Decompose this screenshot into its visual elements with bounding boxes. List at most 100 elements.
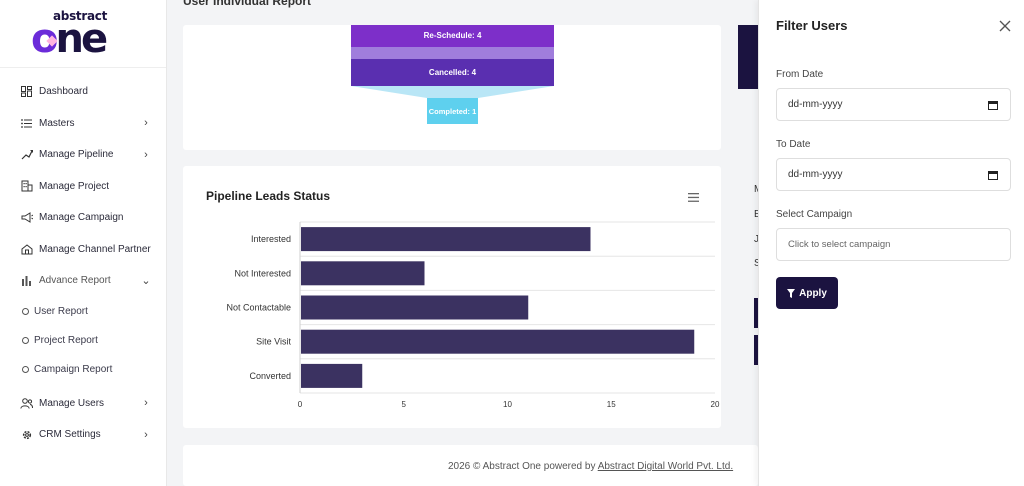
sidebar-subitem-label: User Report — [34, 305, 88, 317]
logo-small-text: abstract — [53, 8, 108, 23]
from-date-label: From Date — [776, 69, 824, 80]
main-content: User Individual Report Re-Schedule: 4 Ca… — [167, 0, 762, 486]
gear-icon — [20, 428, 33, 441]
sidebar-item-label: Masters — [39, 117, 75, 129]
page-title: User Individual Report — [183, 0, 312, 8]
megaphone-icon — [20, 211, 33, 224]
from-date-value: dd-mm-yyyy — [788, 99, 843, 110]
x-tick-label: 15 — [607, 400, 616, 409]
footer-text: 2026 © Abstract One powered by Abstract … — [448, 461, 734, 472]
chart-title: Pipeline Leads Status — [206, 189, 331, 203]
category-label: Interested — [251, 234, 291, 244]
bar-interested[interactable] — [301, 227, 591, 252]
to-date-input[interactable]: dd-mm-yyyy — [776, 158, 1011, 191]
panel-title: Filter Users — [776, 18, 848, 33]
sidebar-item-manage-campaign[interactable]: Manage Campaign — [0, 202, 166, 234]
building-icon — [20, 180, 33, 193]
sidebar-item-label: Advance Report — [39, 275, 111, 287]
category-label: Not Contactable — [226, 303, 291, 313]
side-card-letter: J — [754, 234, 759, 245]
sidebar: abstract one Dashboard Masters › Manage … — [0, 0, 167, 486]
side-card-letter: E — [754, 209, 761, 220]
users-icon — [20, 397, 33, 410]
funnel-label-completed: Completed: 1 — [429, 107, 477, 116]
close-icon[interactable] — [999, 19, 1013, 33]
category-label: Converted — [249, 371, 291, 381]
circle-icon — [22, 365, 29, 373]
footer-link[interactable]: Abstract Digital World Pvt. Ltd. — [597, 461, 734, 472]
filter-icon — [787, 288, 796, 298]
chevron-right-icon: › — [144, 428, 148, 441]
chevron-right-icon: › — [144, 397, 148, 410]
category-label: Not Interested — [234, 268, 291, 278]
brand-logo[interactable]: abstract one — [0, 0, 166, 68]
circle-icon — [22, 307, 29, 315]
calendar-icon[interactable] — [988, 100, 998, 110]
x-tick-label: 10 — [503, 400, 512, 409]
sidebar-item-label: Manage Channel Partner — [39, 243, 151, 255]
filter-panel: Filter Users From Date dd-mm-yyyy To Dat… — [758, 0, 1024, 486]
campaign-placeholder: Click to select campaign — [788, 239, 891, 250]
bar-site-visit[interactable] — [301, 329, 695, 354]
sidebar-item-manage-channel-partner[interactable]: Manage Channel Partner — [0, 234, 166, 266]
circle-icon — [22, 336, 29, 344]
sidebar-item-label: Manage Project — [39, 180, 110, 192]
calendar-icon[interactable] — [988, 170, 998, 180]
funnel-stage-completed[interactable] — [427, 98, 478, 124]
bar-chart: Interested Not Interested Not Contactable S… — [226, 221, 720, 409]
funnel-stage-cancelled[interactable] — [351, 59, 554, 86]
sidebar-item-masters[interactable]: Masters › — [0, 108, 166, 140]
bar-converted[interactable] — [301, 363, 363, 388]
x-tick-label: 20 — [711, 400, 720, 409]
campaign-label: Select Campaign — [776, 209, 853, 220]
sidebar-subitem-campaign-report[interactable]: Campaign Report — [0, 355, 166, 384]
pipeline-icon — [20, 148, 33, 161]
handshake-icon — [20, 243, 33, 256]
bar-not-interested[interactable] — [301, 261, 425, 286]
sidebar-item-label: Manage Campaign — [39, 212, 124, 224]
bar-chart-icon — [20, 274, 33, 287]
sidebar-item-label: Manage Pipeline — [39, 149, 114, 161]
campaign-select[interactable]: Click to select campaign — [776, 228, 1011, 261]
sidebar-subitem-user-report[interactable]: User Report — [0, 297, 166, 326]
from-date-input[interactable]: dd-mm-yyyy — [776, 88, 1011, 121]
footer: 2026 © Abstract One powered by Abstract … — [183, 445, 758, 486]
to-date-label: To Date — [776, 139, 811, 150]
sidebar-item-manage-project[interactable]: Manage Project — [0, 171, 166, 203]
sidebar-item-label: Dashboard — [39, 86, 88, 98]
side-card-header — [738, 25, 758, 89]
x-tick-label: 0 — [298, 400, 303, 409]
funnel-label-reschedule: Re-Schedule: 4 — [424, 31, 482, 40]
sidebar-item-crm-settings[interactable]: CRM Settings › — [0, 419, 166, 451]
apply-label: Apply — [799, 287, 827, 299]
funnel-stage-neck — [351, 86, 554, 98]
sidebar-subitem-project-report[interactable]: Project Report — [0, 326, 166, 355]
sidebar-subitem-label: Campaign Report — [34, 363, 113, 375]
list-icon — [20, 117, 33, 130]
chevron-down-icon: ⌄ — [141, 275, 151, 288]
category-label: Site Visit — [256, 337, 291, 347]
sidebar-nav: Dashboard Masters › Manage Pipeline › Ma… — [0, 68, 166, 451]
sidebar-item-advance-report[interactable]: Advance Report ⌄ — [0, 265, 166, 297]
funnel-label-cancelled: Cancelled: 4 — [429, 68, 477, 77]
pipeline-leads-card: Pipeline Leads Status Interested Not Inte… — [183, 166, 721, 428]
funnel-chart-card: Re-Schedule: 4 Cancelled: 4 Completed: 1 — [183, 25, 721, 150]
funnel-chart: Re-Schedule: 4 Cancelled: 4 Completed: 1 — [351, 25, 554, 124]
chevron-right-icon: › — [144, 148, 148, 161]
side-card-letter: S — [754, 258, 761, 269]
dashboard-icon — [20, 85, 33, 98]
sidebar-subitem-label: Project Report — [34, 334, 98, 346]
sidebar-item-manage-pipeline[interactable]: Manage Pipeline › — [0, 139, 166, 171]
bar-not-contactable[interactable] — [301, 295, 529, 320]
sidebar-item-label: CRM Settings — [39, 429, 101, 441]
hamburger-menu-icon[interactable] — [688, 189, 699, 202]
funnel-stage-divider — [351, 47, 554, 59]
apply-button[interactable]: Apply — [776, 277, 838, 309]
sidebar-item-label: Manage Users — [39, 397, 105, 409]
sidebar-item-manage-users[interactable]: Manage Users › — [0, 388, 166, 420]
to-date-value: dd-mm-yyyy — [788, 169, 843, 180]
x-tick-label: 5 — [402, 400, 407, 409]
funnel-stage-reschedule[interactable] — [351, 25, 554, 47]
chevron-right-icon: › — [144, 117, 148, 130]
sidebar-item-dashboard[interactable]: Dashboard — [0, 76, 166, 108]
